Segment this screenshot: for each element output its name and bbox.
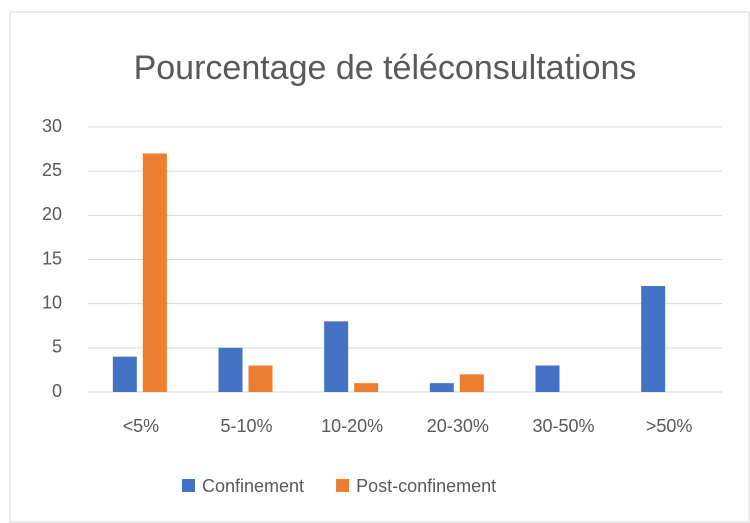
bar	[354, 383, 379, 392]
bar	[248, 365, 273, 392]
bar	[459, 374, 484, 392]
y-tick-label: 0	[52, 381, 62, 401]
x-tick-label: 5-10%	[220, 416, 272, 436]
y-tick-label: 15	[42, 248, 62, 268]
legend-swatch	[182, 479, 195, 492]
y-tick-label: 30	[42, 116, 62, 136]
bar	[324, 321, 349, 392]
bar	[641, 286, 666, 392]
bar	[218, 347, 243, 392]
legend-label: Post-confinement	[356, 476, 496, 496]
x-tick-label: 20-30%	[427, 416, 489, 436]
legend-label: Confinement	[202, 476, 304, 496]
y-tick-label: 25	[42, 160, 62, 180]
y-tick-label: 10	[42, 292, 62, 312]
x-tick-label: <5%	[123, 416, 160, 436]
y-tick-label: 20	[42, 204, 62, 224]
bar	[535, 365, 560, 392]
bar	[429, 383, 454, 392]
chart-title: Pourcentage de téléconsultations	[134, 49, 637, 87]
bar	[142, 153, 167, 392]
x-tick-label: 30-50%	[532, 416, 594, 436]
legend-swatch	[336, 479, 350, 492]
x-tick-label: 10-20%	[321, 416, 383, 436]
bar	[112, 356, 137, 392]
y-tick-label: 5	[52, 337, 62, 357]
chart-border	[9, 11, 750, 523]
x-tick-label: >50%	[646, 416, 693, 436]
